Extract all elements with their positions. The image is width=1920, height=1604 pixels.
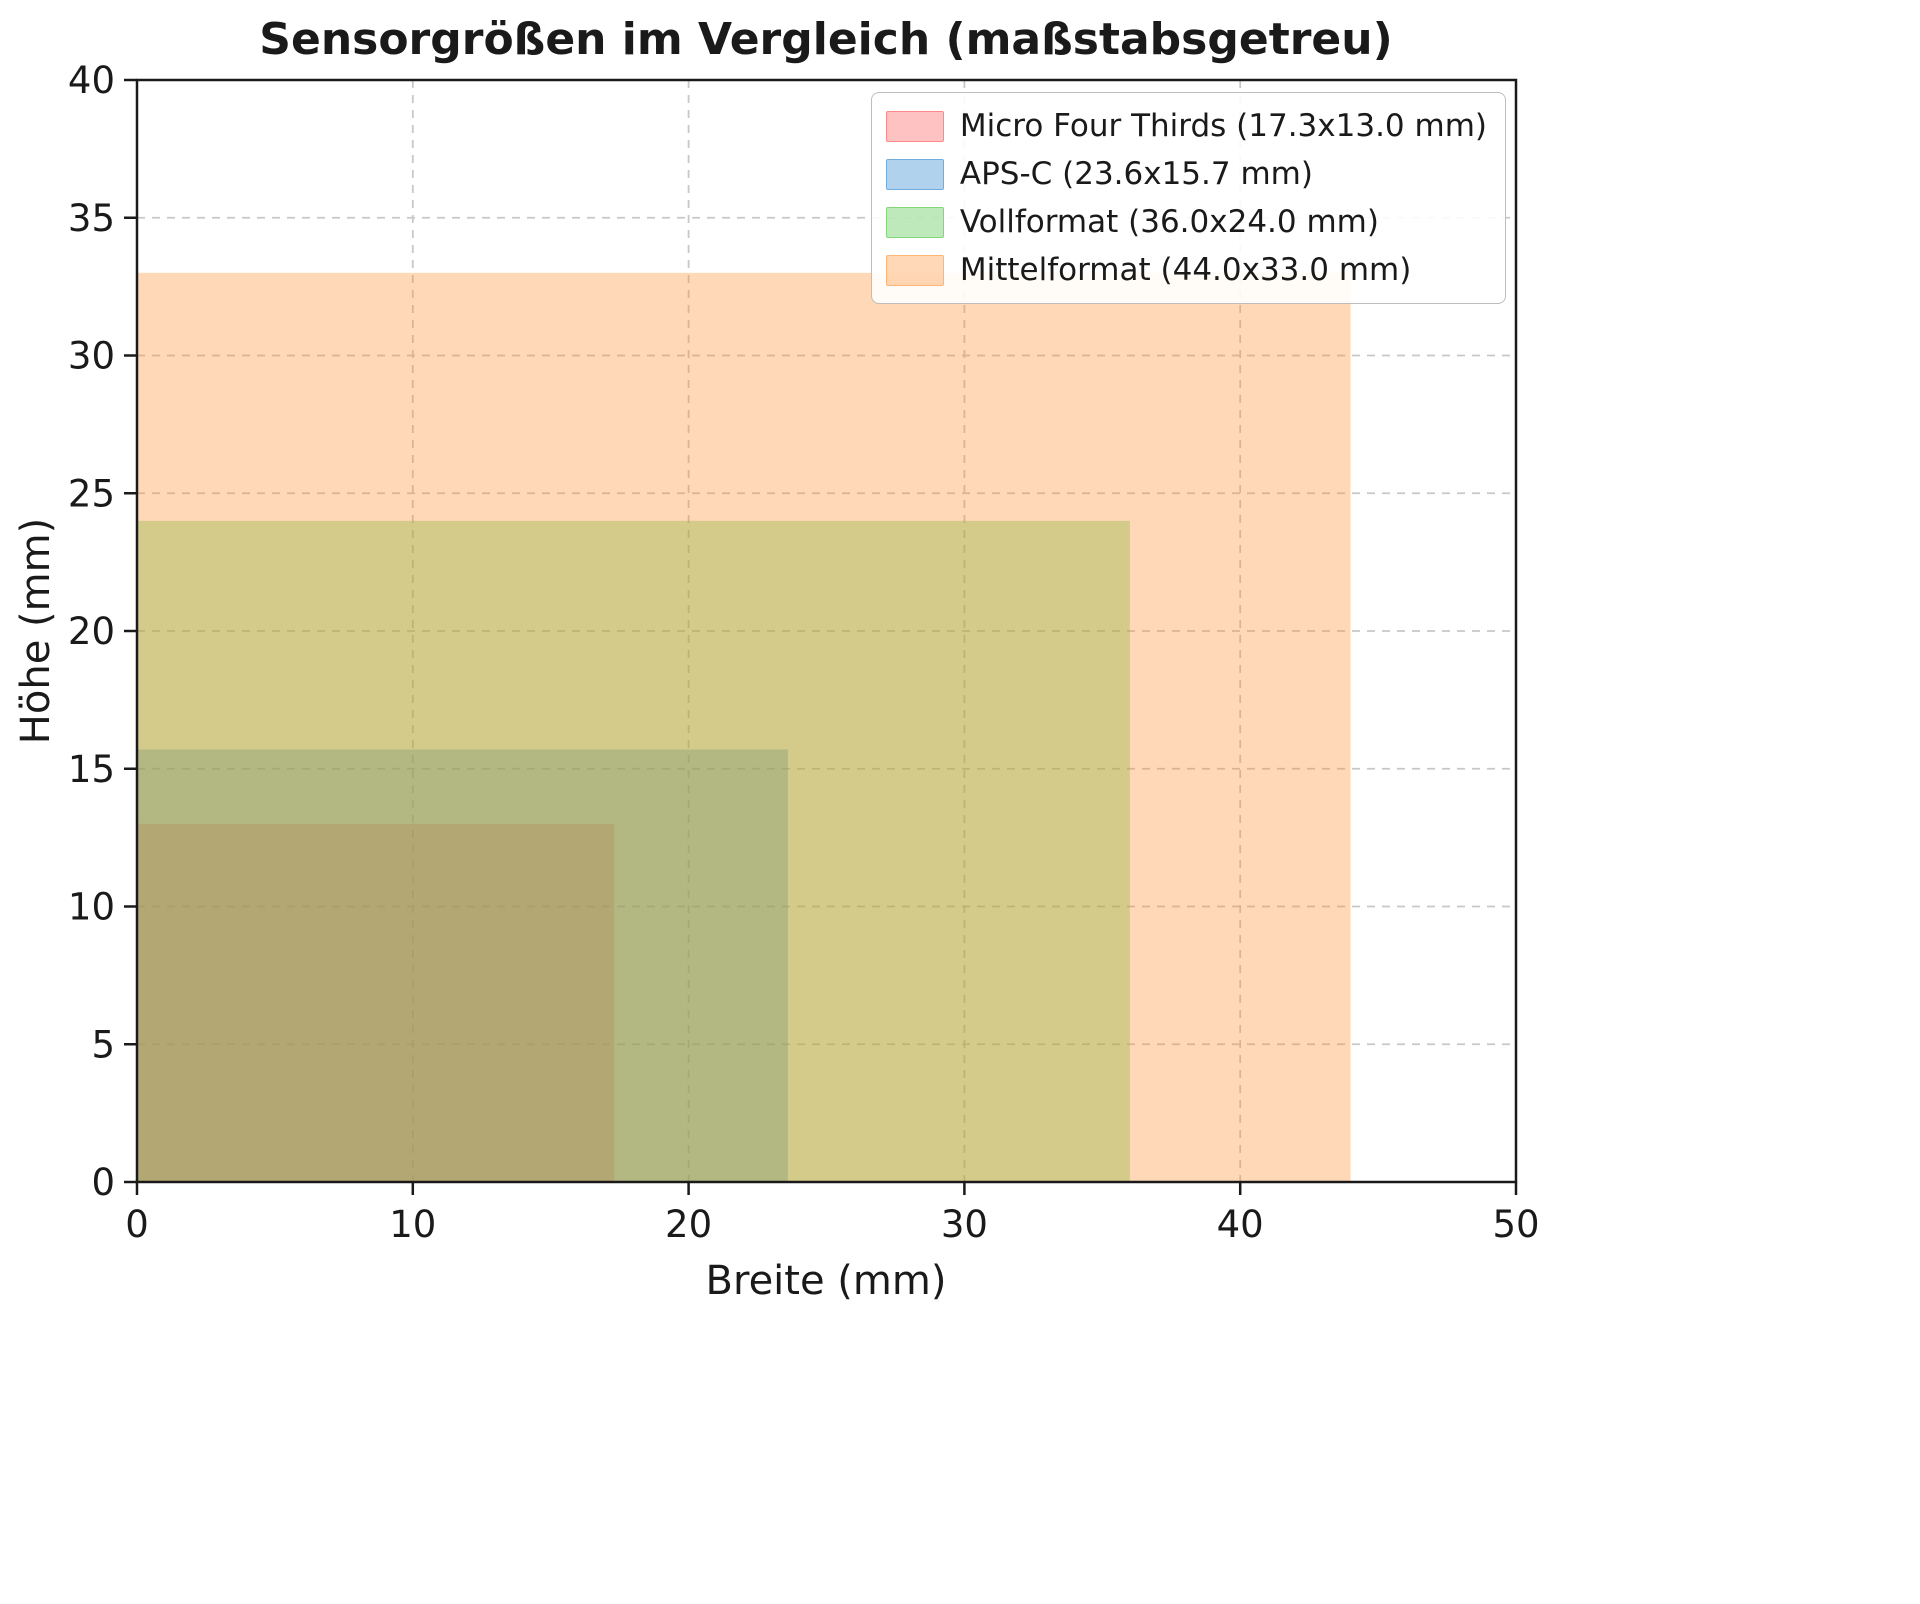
x-tick-label: 40 bbox=[1217, 1203, 1264, 1246]
legend-item: Mittelformat (44.0x33.0 mm) bbox=[885, 249, 1487, 291]
y-tick-label: 20 bbox=[68, 610, 115, 653]
x-tick-label: 0 bbox=[125, 1203, 149, 1246]
sensor-rect-mittelformat bbox=[137, 272, 1351, 1183]
y-tick-label: 40 bbox=[68, 59, 115, 102]
legend-label: Vollformat (36.0x24.0 mm) bbox=[959, 204, 1379, 240]
legend-item: Micro Four Thirds (17.3x13.0 mm) bbox=[885, 105, 1487, 147]
y-tick-label: 10 bbox=[68, 886, 115, 929]
x-tick-label: 10 bbox=[389, 1203, 436, 1246]
legend-swatch bbox=[885, 254, 944, 286]
legend-item: Vollformat (36.0x24.0 mm) bbox=[885, 201, 1487, 243]
y-tick-label: 0 bbox=[91, 1161, 115, 1204]
x-tick-label: 50 bbox=[1492, 1203, 1539, 1246]
legend-label: Micro Four Thirds (17.3x13.0 mm) bbox=[959, 108, 1487, 144]
y-axis-label: Höhe (mm) bbox=[13, 517, 59, 745]
legend-label: Mittelformat (44.0x33.0 mm) bbox=[959, 252, 1412, 288]
legend-swatch bbox=[885, 110, 944, 142]
x-tick-label: 30 bbox=[941, 1203, 988, 1246]
x-tick-label: 20 bbox=[665, 1203, 712, 1246]
sensor-rect-aps-c bbox=[137, 749, 788, 1182]
legend-swatch bbox=[885, 206, 944, 238]
y-tick-label: 30 bbox=[68, 335, 115, 378]
y-tick-label: 35 bbox=[68, 197, 115, 240]
legend-item: APS-C (23.6x15.7 mm) bbox=[885, 153, 1487, 195]
y-tick-label: 5 bbox=[91, 1023, 115, 1066]
y-tick-label: 25 bbox=[68, 472, 115, 515]
sensor-rect-vollformat bbox=[137, 520, 1130, 1182]
legend: Micro Four Thirds (17.3x13.0 mm) APS-C (2… bbox=[870, 92, 1506, 304]
legend-swatch bbox=[885, 158, 944, 190]
chart-title: Sensorgrößen im Vergleich (maßstabsgetre… bbox=[259, 14, 1393, 65]
sensor-rect-micro-four-thirds bbox=[137, 823, 615, 1182]
y-tick-label: 15 bbox=[68, 748, 115, 791]
x-axis-label: Breite (mm) bbox=[705, 1258, 947, 1304]
legend-label: APS-C (23.6x15.7 mm) bbox=[959, 156, 1313, 192]
